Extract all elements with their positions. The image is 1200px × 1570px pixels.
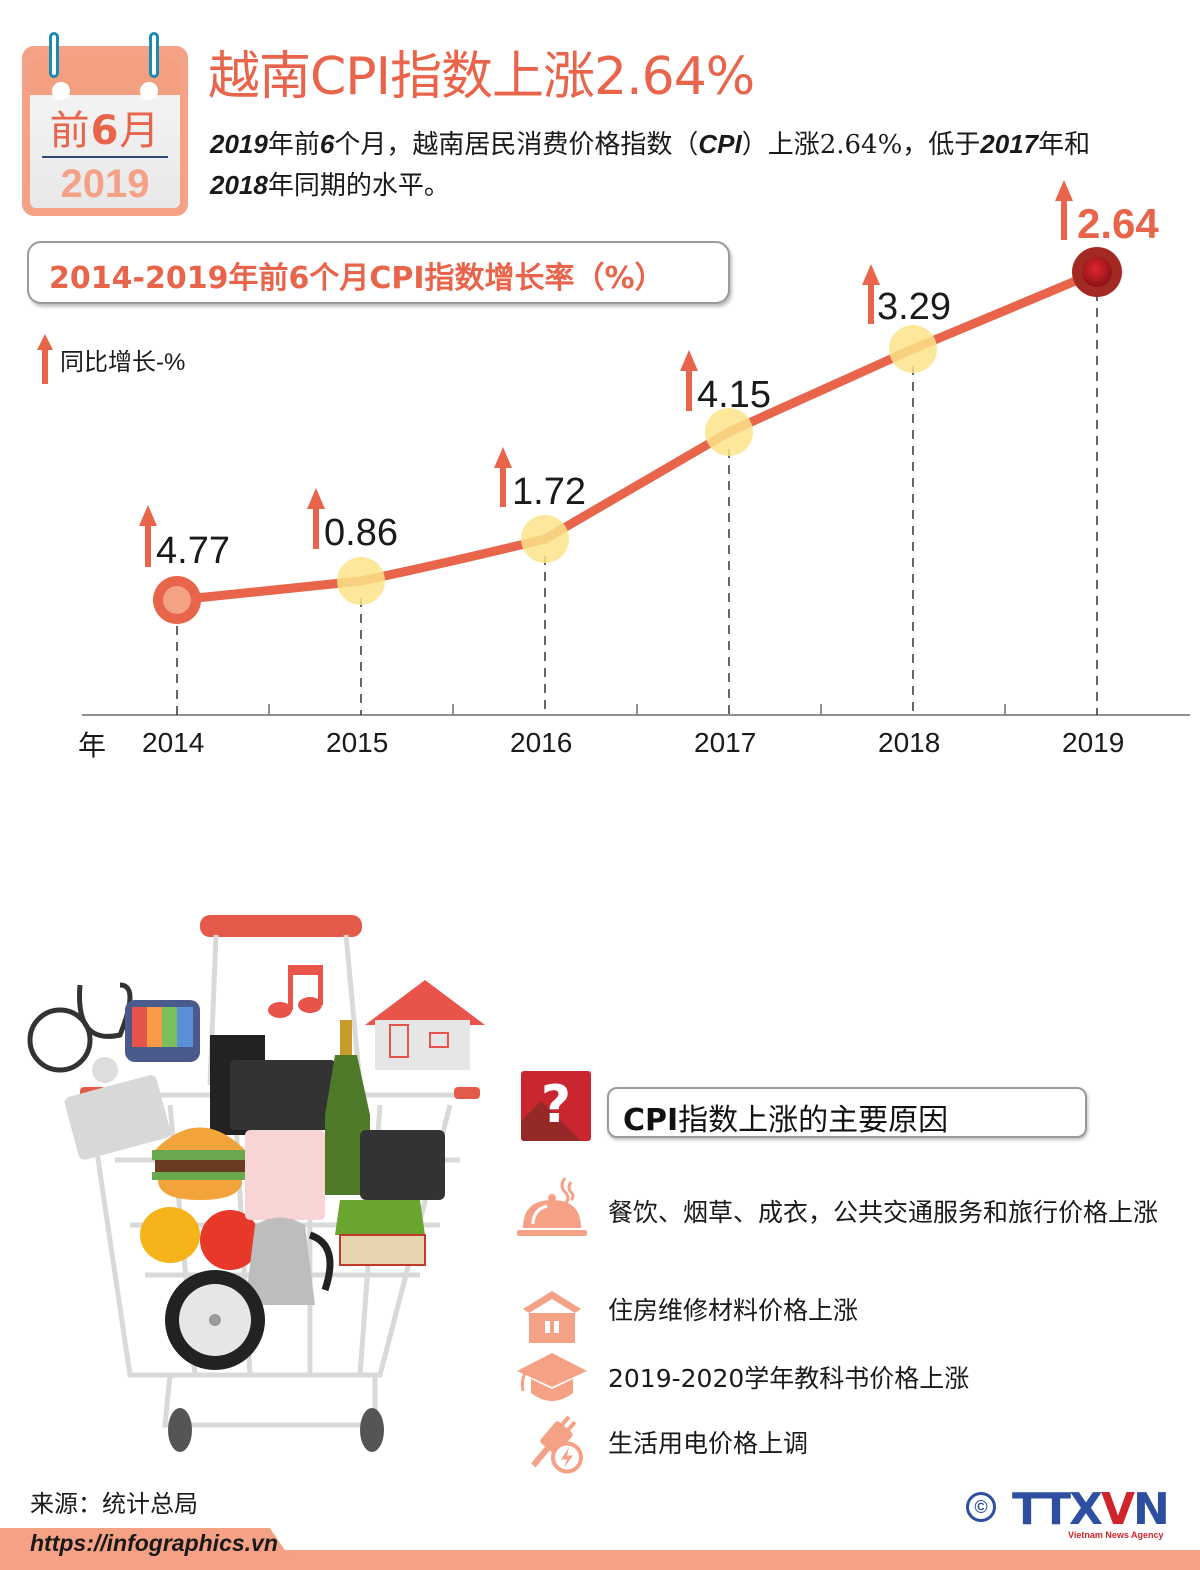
chart-legend: 同比增长-%: [36, 334, 185, 384]
reasons-title: CPI指数上涨的主要原因: [623, 1103, 949, 1138]
summary-text: 2019年前6个月，越南居民消费价格指数（CPI）上涨2.64%，低于2017年…: [210, 129, 1091, 201]
axis-ticks: [268, 704, 1006, 715]
drop-lines: [176, 292, 1098, 715]
reason-text: 餐饮、烟草、成衣，公共交通服务和旅行价格上涨: [608, 1198, 1159, 1227]
tire-icon: [165, 1270, 265, 1370]
cart-handle: [200, 915, 362, 937]
series-line: [176, 267, 1099, 605]
logo-subtitle: Vietnam News Agency: [1068, 1530, 1164, 1540]
graduation-cap-icon: [517, 1353, 587, 1401]
shopping-cart-illustration: [27, 915, 485, 1452]
up-arrow-icon: [37, 334, 53, 384]
reason-item: 2019-2020学年教科书价格上涨: [515, 1346, 1168, 1411]
cart-wheel: [168, 1408, 192, 1452]
burger-icon: [152, 1127, 248, 1200]
binder-ring-icon: [49, 32, 59, 78]
value-label-2016: 1.72: [512, 471, 586, 513]
food-cloche-icon: [517, 1177, 587, 1236]
value-label-2018: 3.29: [877, 286, 951, 328]
up-arrow-icons: [139, 180, 1073, 567]
x-tick-label: 2015: [326, 727, 389, 758]
ttxvn-logo: TTXVN: [1012, 1484, 1170, 1535]
reason-text: 2019-2020学年教科书价格上涨: [608, 1364, 970, 1393]
x-tick-label: 2018: [878, 727, 941, 758]
data-point-marker: [889, 325, 937, 373]
house-icon: [365, 980, 485, 1070]
monitor-icon: [230, 1060, 335, 1130]
reason-text: 生活用电价格上调: [608, 1429, 809, 1458]
reason-item: 住房维修材料价格上涨: [515, 1284, 1168, 1349]
copyright-icon: ©: [966, 1492, 996, 1522]
x-tick-label: 2014: [142, 727, 205, 758]
legend-label: 同比增长-%: [60, 348, 186, 376]
reasons-title-box: CPI指数上涨的主要原因: [607, 1087, 1087, 1138]
tv-icon: [125, 1000, 200, 1062]
x-tick-label: 2017: [694, 727, 757, 758]
page-title: 越南CPI指数上涨2.64%: [208, 47, 755, 107]
pepper-icon: [140, 1207, 200, 1263]
line-chart: [82, 180, 1190, 716]
chart-title: 2014-2019年前6个月CPI指数增长率（%）: [49, 261, 665, 296]
calendar-page: 前6月 2019: [30, 58, 180, 208]
calendar-year: 2019: [60, 162, 150, 206]
tomato-icon: [200, 1210, 260, 1270]
data-point-marker: [337, 557, 385, 605]
shirt-icon: [245, 1130, 325, 1220]
cart-wheel: [360, 1408, 384, 1452]
x-tick-label: 2019: [1062, 727, 1125, 758]
x-tick-label: 2016: [510, 727, 573, 758]
binder-ring-icon: [149, 32, 159, 78]
website-link[interactable]: https://infographics.vn: [30, 1530, 278, 1556]
reason-item: 餐饮、烟草、成衣，公共交通服务和旅行价格上涨: [515, 1176, 1168, 1241]
chart-title-box: 2014-2019年前6个月CPI指数增长率（%）: [27, 241, 730, 304]
calendar-month: 前6月: [49, 108, 161, 154]
value-label-2017: 4.15: [697, 374, 771, 416]
question-mark-icon: ?: [521, 1071, 591, 1141]
data-point-marker: [521, 515, 569, 563]
ring-hole: [52, 82, 70, 100]
electric-plug-icon: [530, 1415, 583, 1474]
footer-bar: [0, 1550, 1200, 1570]
calendar-icon: 前6月 2019: [22, 32, 188, 216]
kettle-icon: [245, 1217, 334, 1305]
pills-icon: [64, 1075, 171, 1160]
ring-hole: [140, 82, 158, 100]
calendar-divider: [42, 156, 168, 158]
value-label-2019: 2.64: [1077, 200, 1159, 247]
music-note-icon: [268, 965, 323, 1018]
value-label-2014: 4.77: [156, 530, 230, 572]
telephone-icon: [335, 1130, 445, 1235]
source-note: 来源：统计总局: [30, 1490, 198, 1518]
stethoscope-chestpiece: [92, 1057, 118, 1083]
reason-item: 生活用电价格上调: [515, 1413, 1168, 1478]
books-icon: [339, 1234, 426, 1266]
x-axis-unit: 年: [78, 729, 107, 762]
champagne-bottle-icon: [325, 1020, 370, 1195]
value-label-2015: 0.86: [324, 512, 398, 554]
footer-tab: [0, 1528, 290, 1558]
stethoscope-icon: [27, 982, 133, 1073]
house-icon: [523, 1291, 581, 1343]
data-point-marker: [705, 408, 753, 456]
start-point-inner: [163, 586, 191, 614]
reason-text: 住房维修材料价格上涨: [608, 1296, 859, 1325]
highlight-point-inner: [1082, 257, 1112, 287]
